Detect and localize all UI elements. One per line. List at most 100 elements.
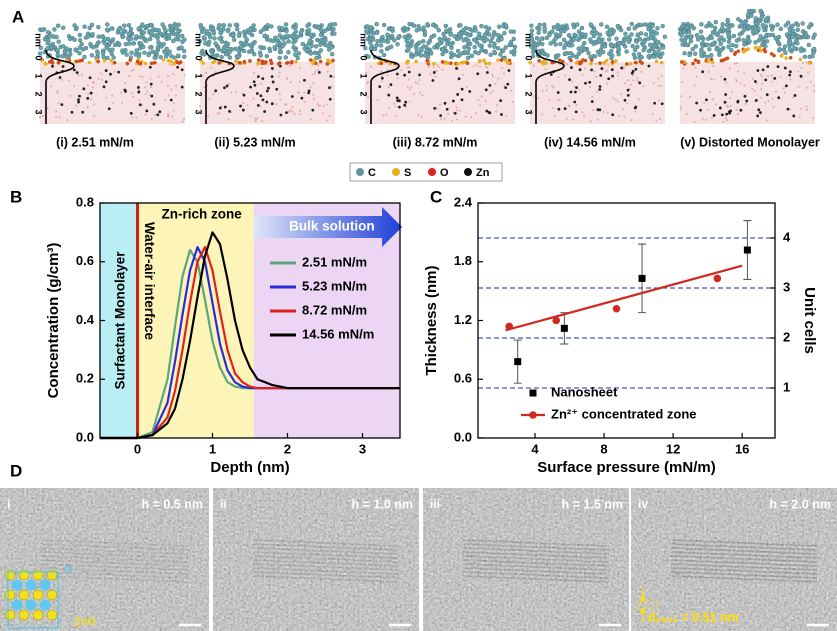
sulfur-atom [109, 58, 113, 63]
carbon-atom [537, 22, 542, 28]
water-atom [545, 89, 548, 92]
water-atom [495, 110, 498, 113]
carbon-atom [206, 39, 212, 45]
carbon-atom [712, 25, 718, 31]
water-atom [326, 103, 329, 106]
carbon-atom [707, 47, 712, 52]
water-atom [659, 118, 662, 121]
zn-atom-icon [32, 589, 44, 601]
zn-atom [660, 102, 664, 106]
carbon-atom [634, 39, 639, 44]
carbon-atom [769, 23, 774, 28]
carbon-atom [608, 30, 613, 36]
water-atom [332, 76, 335, 79]
oxygen-atom [746, 47, 751, 51]
zn-atom [753, 80, 757, 83]
lattice-fringe [252, 547, 400, 555]
carbon-atom [293, 29, 299, 34]
sulfur-atom [143, 61, 148, 66]
water-atom [731, 91, 734, 94]
carbon-atom [717, 29, 723, 34]
carbon-atom [626, 39, 632, 45]
water-atom [532, 64, 535, 67]
carbon-atom [588, 22, 593, 27]
carbon-atom [591, 33, 597, 39]
carbon-atom [111, 55, 116, 60]
carbon-atom [594, 31, 600, 36]
carbon-atom [558, 41, 563, 47]
carbon-atom [232, 37, 237, 42]
zn-atom [214, 89, 218, 93]
zn-atom [72, 68, 76, 72]
water-atom [452, 111, 455, 114]
y2-tick-label: 4 [783, 229, 791, 244]
sulfur-atom [640, 61, 644, 65]
carbon-atom [790, 23, 795, 28]
zn-atom [788, 73, 792, 77]
water-atom [685, 112, 688, 115]
water-atom [317, 68, 320, 71]
zn-atom [433, 106, 437, 110]
water-atom [322, 112, 325, 115]
carbon-atom [213, 41, 218, 46]
water-atom [91, 81, 94, 84]
zn-atom [228, 109, 231, 113]
water-atom [46, 107, 49, 110]
water-atom [759, 96, 762, 99]
water-atom [435, 70, 438, 73]
water-atom [617, 74, 620, 77]
tem-image [213, 488, 419, 631]
carbon-atom [121, 28, 126, 33]
sulfur-atom [693, 58, 698, 63]
carbon-atom [112, 42, 118, 48]
water-atom [39, 115, 42, 118]
zn-atom [786, 107, 790, 111]
zn-atom [653, 101, 657, 105]
carbon-atom [719, 35, 724, 40]
zn-atom [623, 98, 627, 102]
carbon-atom [705, 54, 710, 60]
carbon-atom [176, 22, 181, 28]
water-atom [605, 82, 608, 85]
carbon-atom [574, 54, 579, 60]
water-atom [480, 95, 483, 98]
zn-atom [788, 70, 792, 74]
panel-label: B [10, 187, 22, 206]
depth-tick: 1 [524, 73, 534, 78]
carbon-atom [133, 52, 139, 57]
carbon-atom [440, 51, 445, 57]
zn-atom [563, 107, 567, 111]
carbon-atom [280, 43, 285, 49]
zn-atom-icon [4, 589, 16, 601]
o-atom-icon [39, 599, 51, 611]
carbon-atom [305, 23, 310, 28]
zn-atom [764, 78, 768, 82]
carbon-atom [381, 22, 387, 28]
carbon-atom [725, 17, 730, 23]
carbon-atom [782, 44, 788, 49]
atom-legend-marker [464, 168, 472, 176]
water-atom [761, 82, 764, 85]
snapshot-caption: (iv) 14.56 mN/m [544, 135, 636, 149]
carbon-atom [618, 27, 624, 33]
water-atom [183, 74, 186, 77]
carbon-atom [473, 28, 478, 33]
water-atom [207, 114, 210, 117]
water-atom [67, 79, 70, 82]
o-atom-icon [25, 599, 37, 611]
water-atom [326, 119, 329, 122]
carbon-atom [52, 27, 57, 32]
water-atom [278, 71, 281, 74]
carbon-atom [492, 44, 497, 49]
water-atom [735, 80, 738, 83]
carbon-atom [221, 45, 227, 50]
depth-tick: 1 [194, 73, 204, 78]
carbon-atom [601, 49, 606, 55]
sulfur-atom [654, 59, 659, 64]
carbon-atom [437, 36, 442, 42]
oxygen-atom [268, 58, 273, 63]
carbon-atom [252, 40, 257, 45]
water-atom [548, 98, 551, 101]
image-index: iii [430, 497, 440, 511]
lattice-fringe [462, 539, 610, 547]
